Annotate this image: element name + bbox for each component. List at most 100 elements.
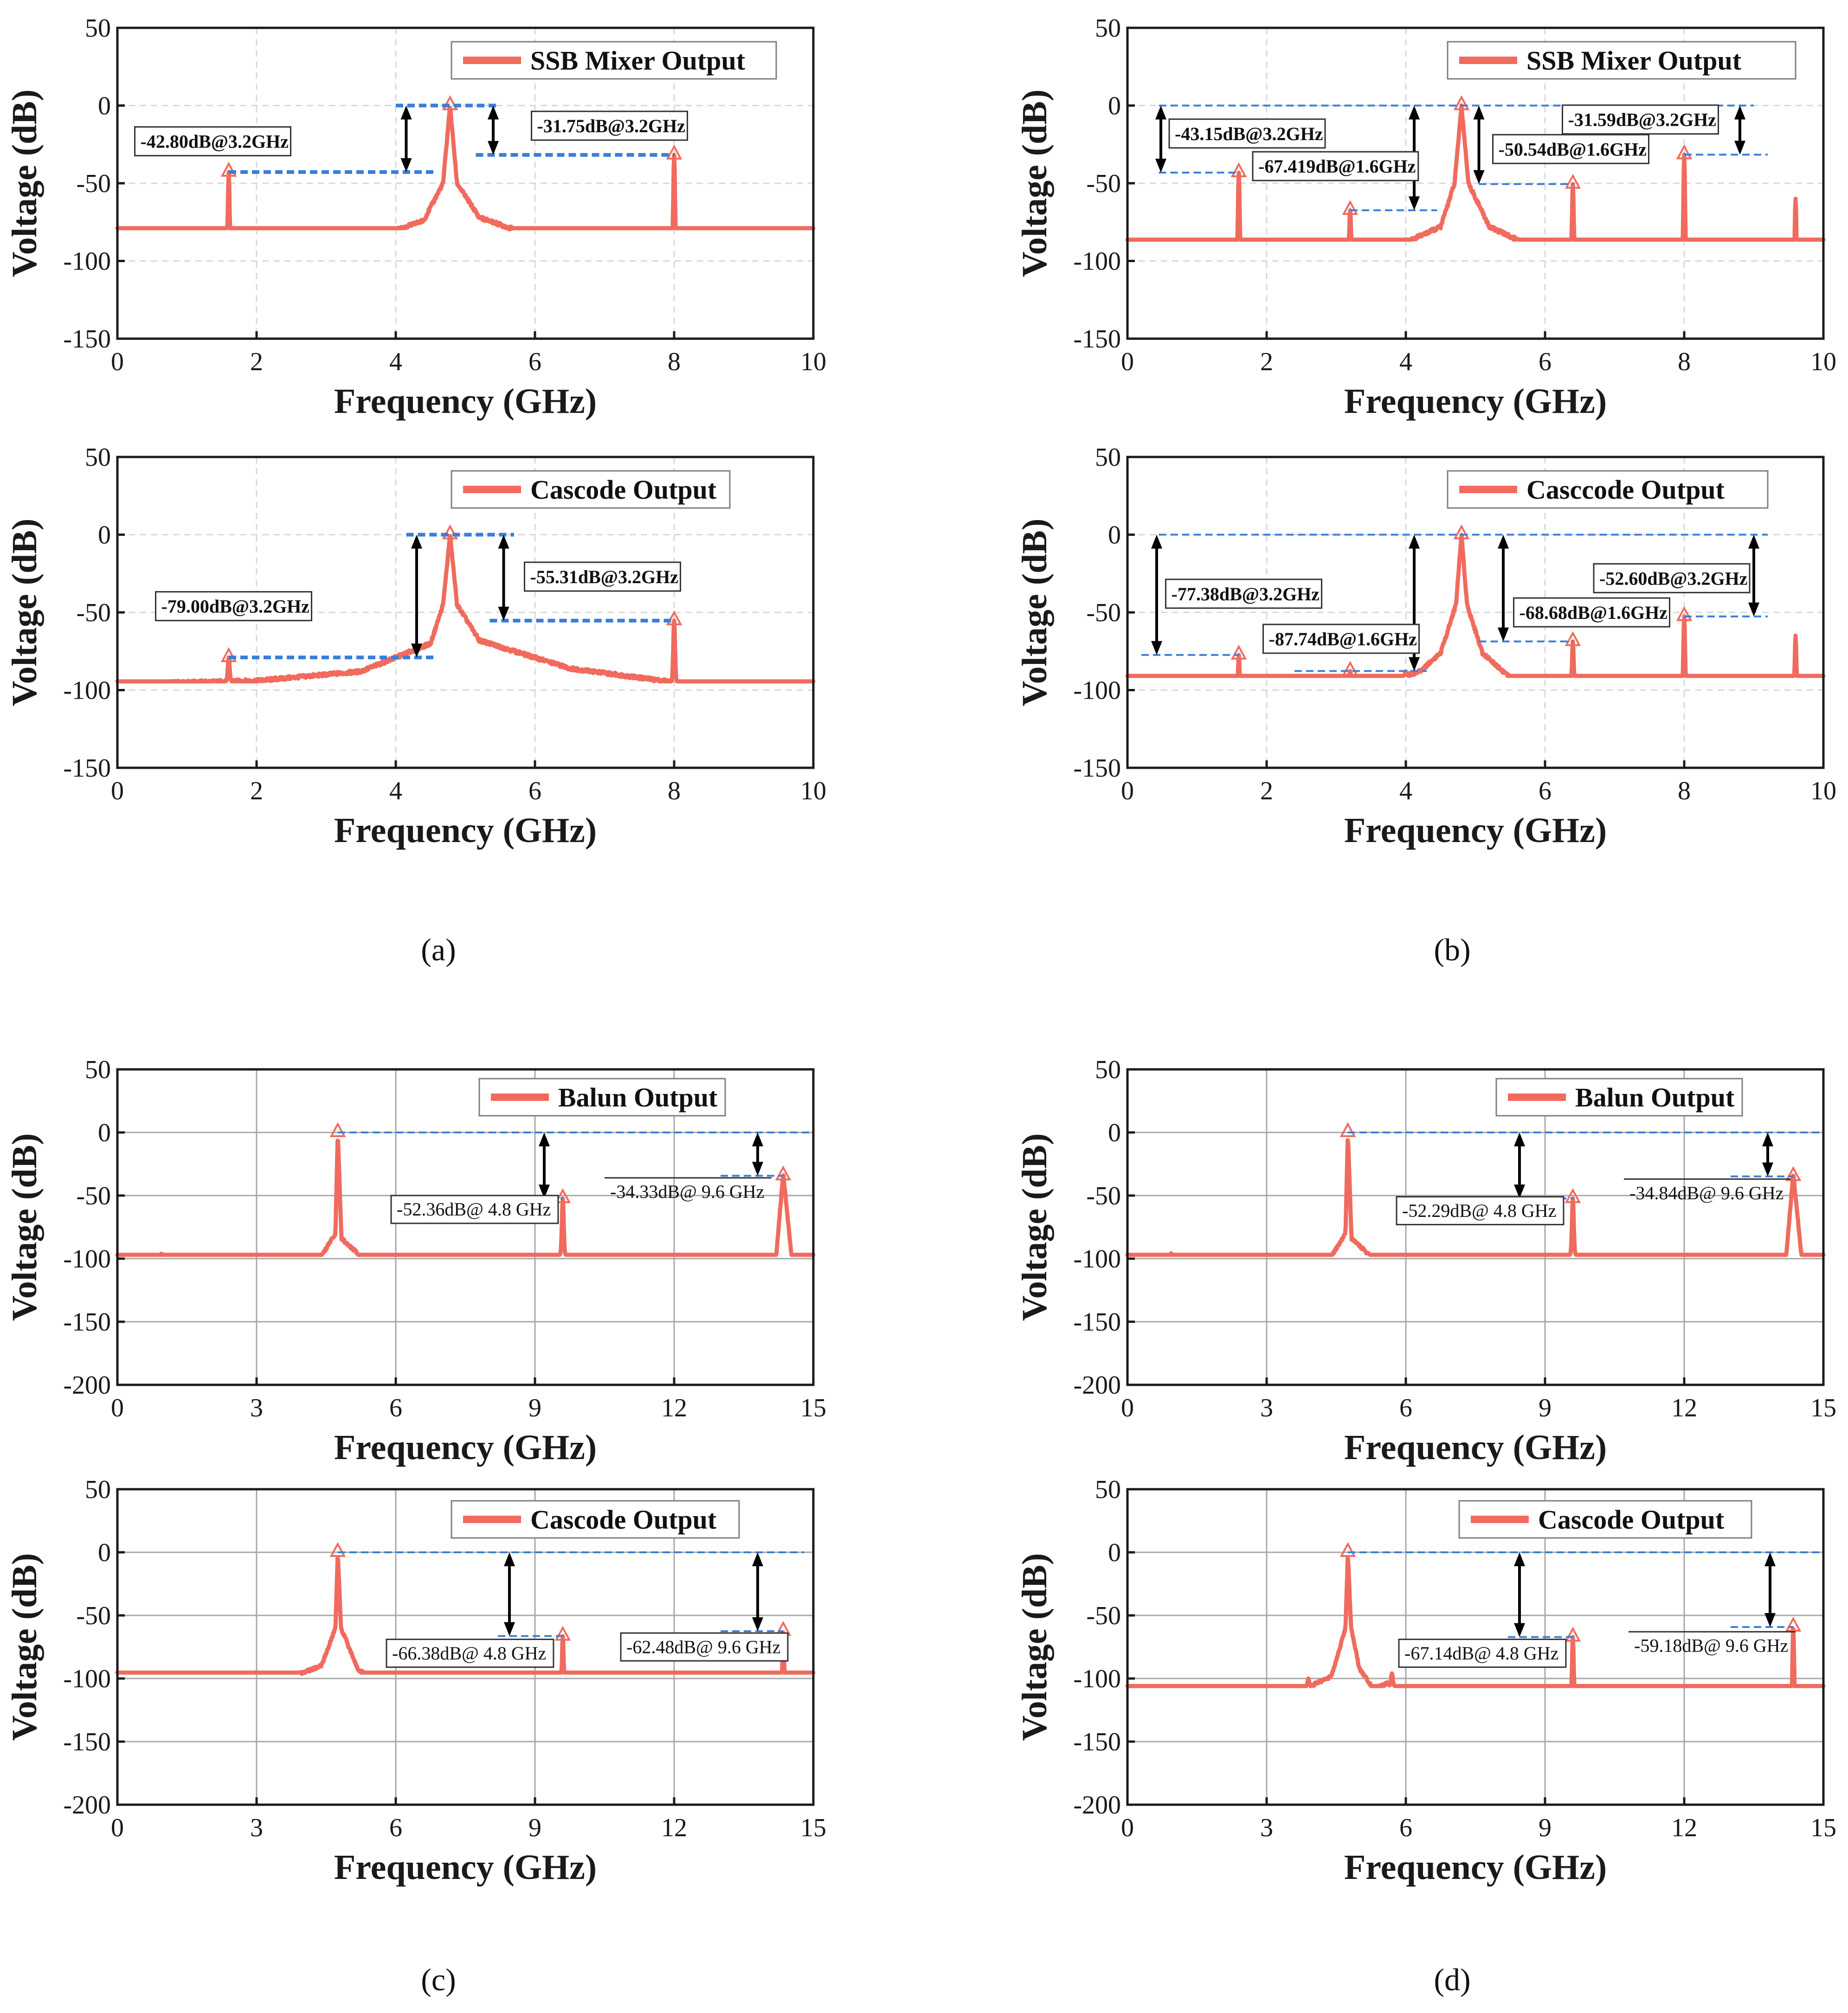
panel-label-c: (c) — [421, 1962, 456, 1997]
chart-d1-ytick-label: 50 — [1095, 1055, 1121, 1084]
panel-label-a: (a) — [421, 932, 456, 967]
chart-a1-legend: SSB Mixer Output — [451, 41, 777, 80]
chart-a1-legend-label: SSB Mixer Output — [530, 45, 746, 76]
chart-a2-annotation-0: -79.00dB@3.2GHz — [155, 591, 312, 622]
chart-a1-annotation-box — [134, 126, 291, 157]
chart-b2-annotation-box — [1262, 624, 1420, 654]
chart-c2-ytick-label: -50 — [76, 1601, 111, 1630]
chart-d2-arrow-1 — [1764, 1552, 1776, 1627]
chart-b1-xtick-label: 10 — [1810, 347, 1836, 376]
chart-b2-annotation-box — [1593, 563, 1751, 593]
chart-d2-ytick-label: -200 — [1073, 1791, 1121, 1820]
chart-a2-xtick-label: 2 — [250, 777, 263, 805]
chart-a1-peak-marker-2 — [666, 144, 683, 160]
chart-c1-xtick-label: 0 — [111, 1394, 124, 1422]
chart-d1-ytick-label: -150 — [1073, 1308, 1121, 1337]
chart-d2-legend-label: Cascode Output — [1538, 1505, 1725, 1535]
chart-a1-annotation-0: -42.80dB@3.2GHz — [134, 126, 291, 157]
chart-c2-peak-marker-1 — [554, 1626, 571, 1641]
chart-d2-x-axis-title: Frequency (GHz) — [1344, 1848, 1607, 1887]
chart-c1-legend-label: Balun Output — [558, 1082, 718, 1113]
chart-b1-peak-marker-3 — [1565, 174, 1581, 189]
chart-d2: -67.14dB@ 4.8 GHz -59.18dB@ 9.6 GHz 0 3 6 9 12… — [1015, 1475, 1836, 1887]
chart-d2-ytick-label: 0 — [1108, 1538, 1121, 1567]
chart-b2-annotation-text: -68.68dB@1.6GHz — [1520, 602, 1668, 623]
chart-a1-ytick-label: -100 — [63, 247, 111, 276]
chart-b1-x-axis-title: Frequency (GHz) — [1344, 382, 1607, 421]
chart-c2-annotation-0: -66.38dB@ 4.8 GHz — [386, 1639, 554, 1668]
chart-b2-annotation-box — [1513, 597, 1670, 628]
chart-c2-annotation-text: -66.38dB@ 4.8 GHz — [392, 1643, 546, 1664]
chart-c2-arrow-0 — [504, 1552, 515, 1636]
chart-b2-annotation-text: -87.74dB@1.6GHz — [1269, 629, 1417, 650]
chart-b1: -43.15dB@3.2GHz -67.419dB@1.6GHz -50.54dB@… — [1015, 14, 1836, 421]
chart-d1-xtick-label: 6 — [1399, 1394, 1412, 1422]
chart-a2-ytick-label: 50 — [85, 443, 111, 472]
chart-d2-annotation-1: -59.18dB@ 9.6 GHz — [1629, 1631, 1796, 1656]
chart-c1-ytick-label: -50 — [76, 1182, 111, 1210]
chart-c2-arrow-1 — [752, 1552, 763, 1631]
chart-b2-series-line — [1125, 533, 1826, 678]
chart-d1-arrow-head-top — [1762, 1132, 1773, 1146]
chart-b1-arrow-head-top — [1155, 105, 1166, 120]
chart-b1-arrow-head-top — [1409, 105, 1420, 120]
chart-d2-arrow-head-bottom — [1514, 1623, 1525, 1637]
chart-d1-annotation-0: -52.29dB@ 4.8 GHz — [1396, 1196, 1565, 1226]
chart-b1-annotation-0: -43.15dB@3.2GHz — [1168, 118, 1326, 149]
chart-a2-ytick-label: 0 — [98, 521, 111, 550]
chart-b1-legend-label: SSB Mixer Output — [1526, 45, 1742, 76]
chart-a2-legend: Cascode Output — [451, 470, 731, 509]
chart-a1-series-line — [115, 106, 816, 232]
chart-d1-xtick-label: 0 — [1121, 1394, 1134, 1422]
chart-d1-peak-marker-2 — [1785, 1166, 1802, 1181]
chart-b1-xtick-label: 6 — [1539, 347, 1552, 376]
chart-b2-xtick-label: 2 — [1260, 777, 1273, 805]
chart-b2-annotation-text: -52.60dB@3.2GHz — [1599, 568, 1747, 589]
chart-c1-annotation-0: -52.36dB@ 4.8 GHz — [390, 1195, 559, 1224]
chart-b1-xtick-label: 0 — [1121, 347, 1134, 376]
chart-d1-annotation-text: -34.84dB@ 9.6 GHz — [1629, 1183, 1784, 1203]
chart-c1-ytick-label: -150 — [63, 1308, 111, 1337]
chart-a2-annotation-1: -55.31dB@3.2GHz — [524, 561, 681, 592]
chart-b1-arrow-0 — [1155, 105, 1166, 173]
chart-a2-ytick-label: -50 — [76, 598, 111, 627]
chart-d1-arrow-head-top — [1514, 1132, 1525, 1146]
chart-c2-ytick-label: 50 — [85, 1475, 111, 1504]
chart-c1-frame — [116, 1068, 815, 1386]
chart-b2-xtick-label: 0 — [1121, 777, 1134, 805]
chart-b1-annotation-text: -67.419dB@1.6GHz — [1258, 156, 1416, 177]
chart-b2-annotation-1: -87.74dB@1.6GHz — [1262, 624, 1420, 654]
chart-b2-arrow-head-bottom — [1748, 602, 1759, 617]
chart-d1-legend-label: Balun Output — [1575, 1082, 1735, 1113]
chart-a1-xtick-label: 0 — [111, 347, 124, 376]
chart-a2-x-axis-title: Frequency (GHz) — [334, 811, 597, 850]
chart-a2-arrow-head-bottom — [498, 606, 509, 621]
chart-d1-xtick-label: 9 — [1539, 1394, 1552, 1422]
chart-b1-ytick-label: -50 — [1086, 169, 1121, 198]
chart-d1-arrow-head-bottom — [1762, 1162, 1773, 1177]
chart-b1-arrow-head-top — [1734, 105, 1745, 120]
chart-b2-xtick-label: 4 — [1399, 777, 1412, 805]
chart-b1-arrow-head-bottom — [1409, 196, 1420, 211]
chart-b2-ytick-label: -100 — [1073, 676, 1121, 705]
chart-b2-arrow-0 — [1151, 534, 1162, 655]
chart-c1-x-axis-title: Frequency (GHz) — [334, 1428, 597, 1467]
chart-b1-annotation-box — [1252, 151, 1419, 181]
chart-b2-peak-marker-1 — [1342, 661, 1359, 676]
chart-a2-arrow-head-bottom — [411, 643, 422, 658]
chart-a2-peak-marker-2 — [666, 610, 683, 625]
chart-d1-annotation-1: -34.84dB@ 9.6 GHz — [1624, 1178, 1791, 1203]
chart-d1-arrow-head-bottom — [1514, 1184, 1525, 1199]
chart-a2-annotation-text: -79.00dB@3.2GHz — [161, 596, 309, 617]
chart-c1-xtick-label: 15 — [800, 1394, 826, 1422]
chart-b2-arrow-3 — [1748, 534, 1759, 617]
chart-c1-peak-marker-2 — [775, 1165, 792, 1181]
chart-c2-ytick-label: -200 — [63, 1791, 111, 1820]
chart-b2-arrow-2 — [1498, 534, 1509, 642]
panel-label-b: (b) — [1434, 932, 1470, 967]
chart-b2-arrow-head-bottom — [1409, 657, 1420, 671]
chart-b2-arrow-head-top — [1748, 534, 1759, 549]
chart-d2-series-line — [1125, 1556, 1826, 1688]
chart-b2-annotation-2: -68.68dB@1.6GHz — [1513, 597, 1670, 628]
chart-c1-ytick-label: -200 — [63, 1371, 111, 1400]
